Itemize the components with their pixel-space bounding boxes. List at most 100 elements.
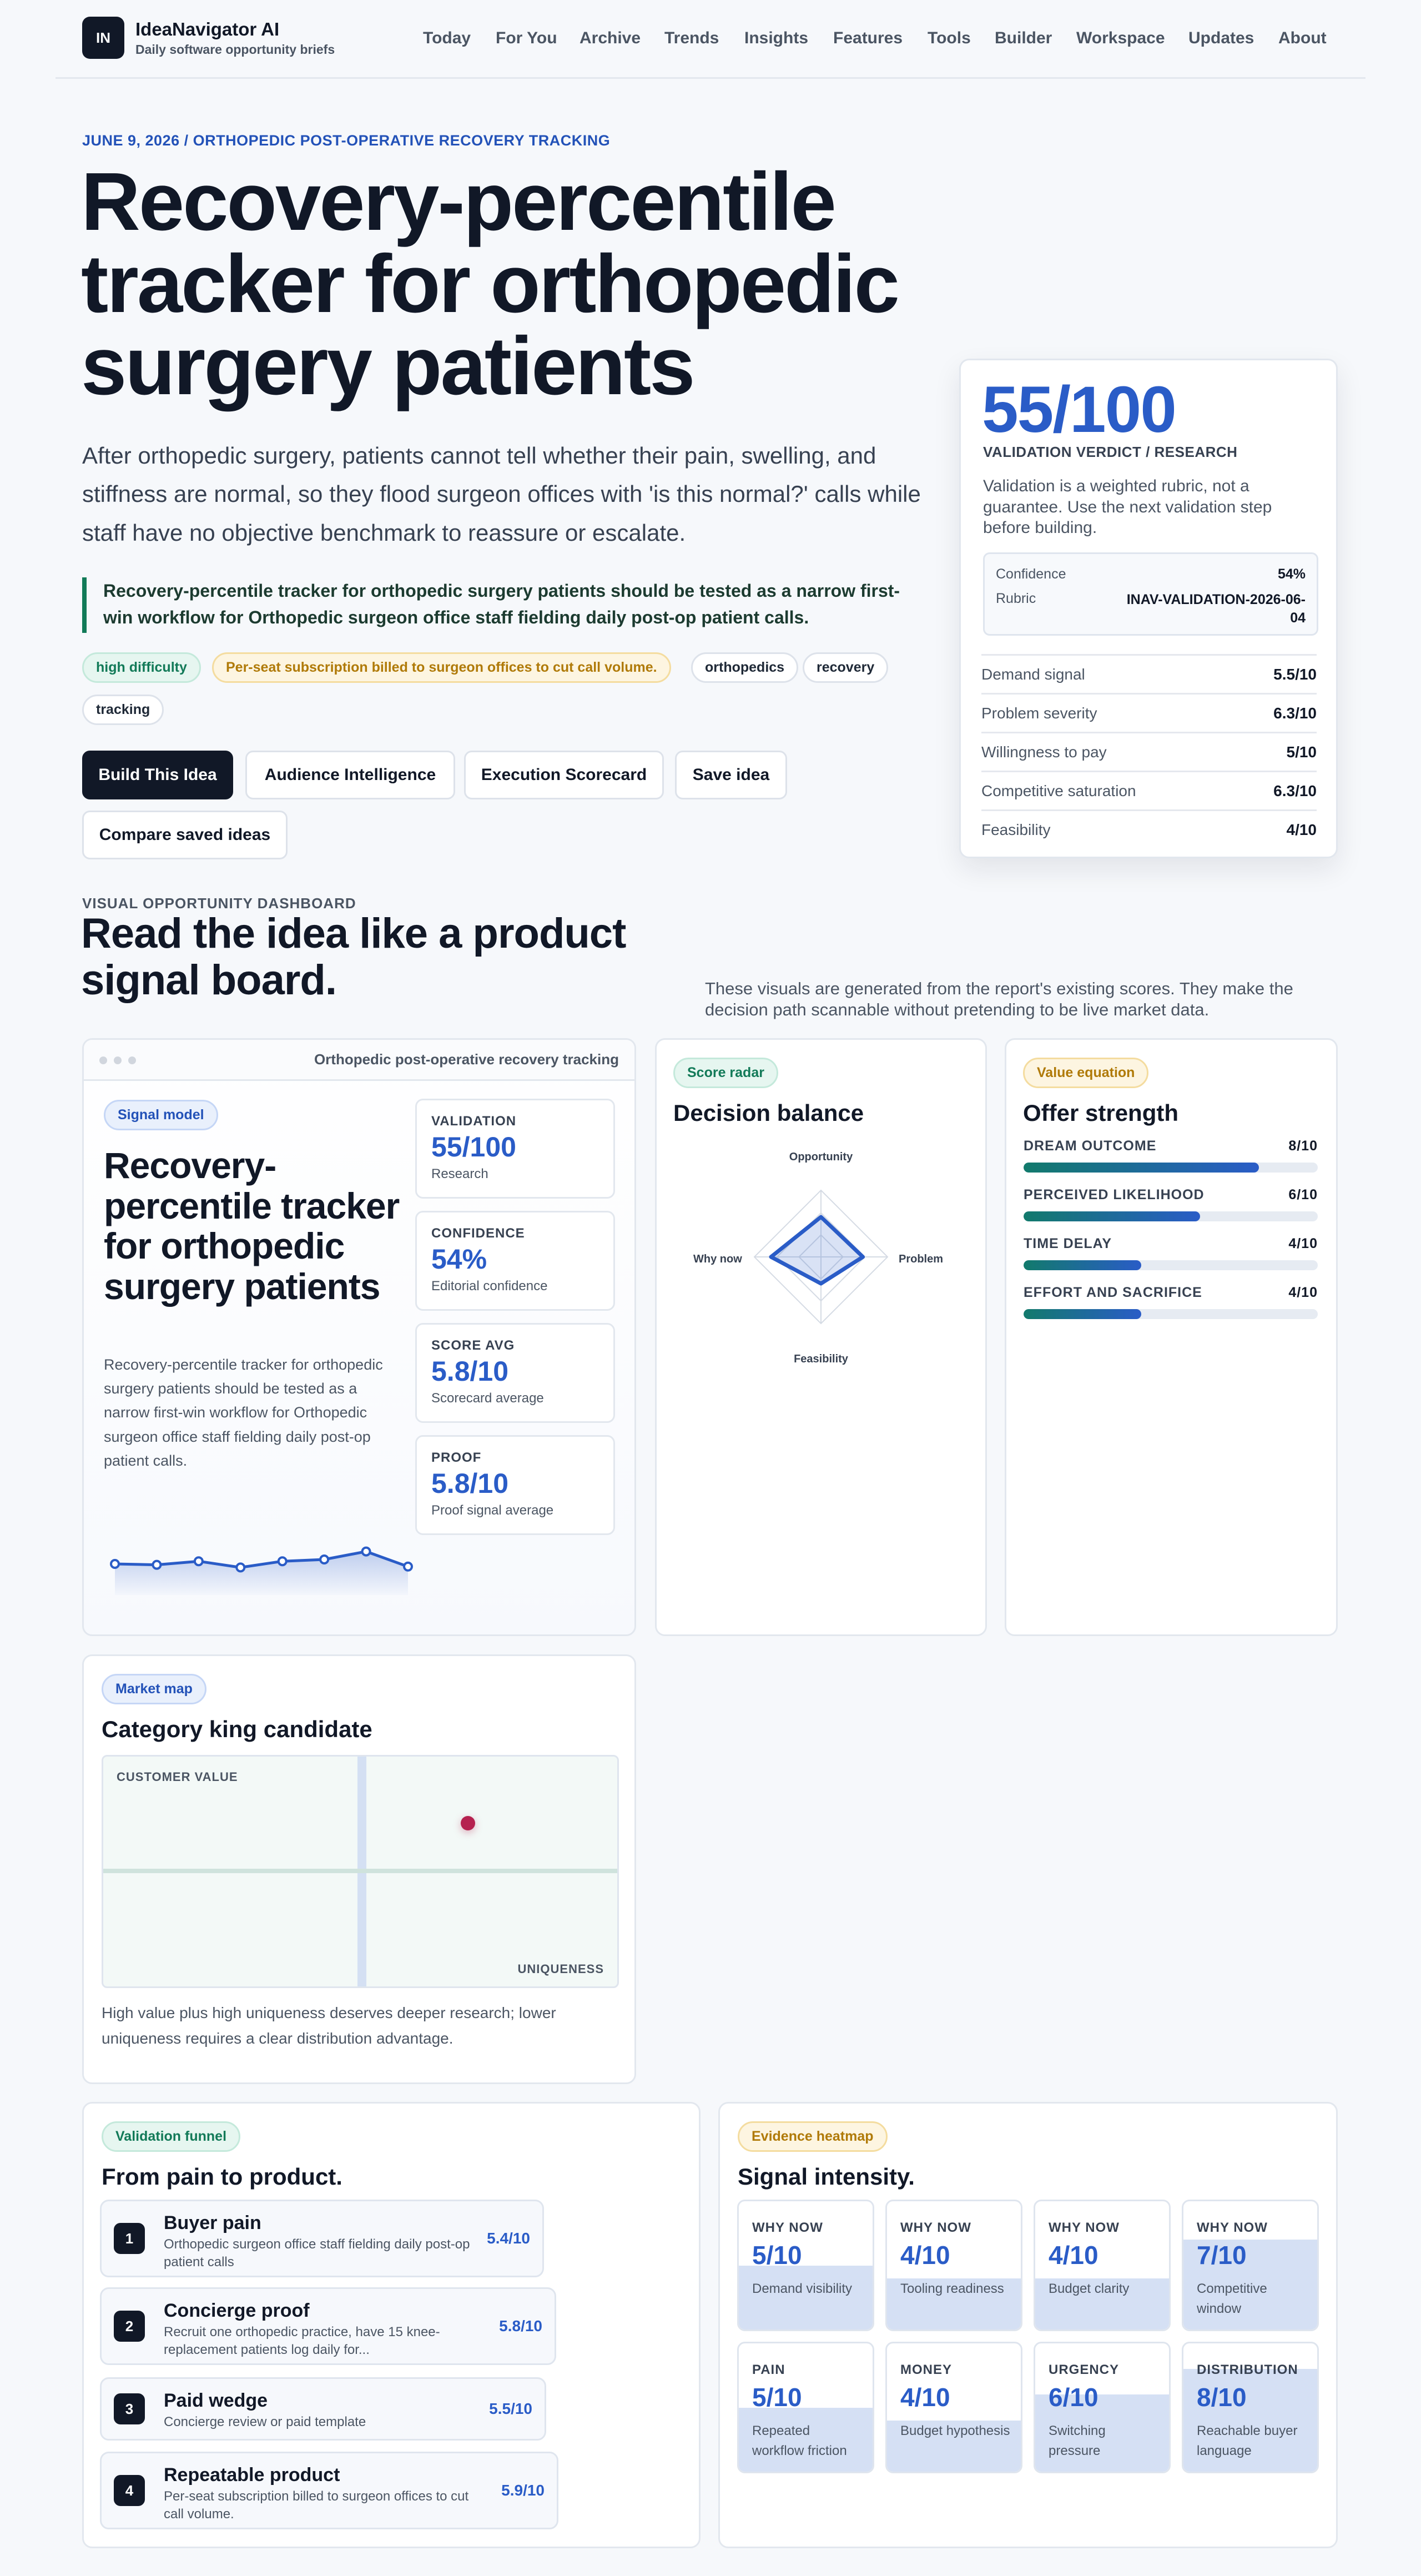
rubric-label: Rubric bbox=[996, 591, 1036, 606]
sparkline-point bbox=[319, 1554, 330, 1564]
step-title: Paid wedge bbox=[164, 2390, 268, 2411]
signal-desc: Recovery-percentile tracker for orthoped… bbox=[104, 1356, 383, 1469]
step-score: 5.8/10 bbox=[499, 2317, 542, 2334]
radar-axis-label: Why now bbox=[693, 1253, 742, 1265]
tile-label: WHY NOW bbox=[900, 2220, 971, 2235]
step-title: Buyer pain bbox=[164, 2212, 261, 2233]
sparkline-chart bbox=[110, 1546, 413, 1595]
metric-value: 5.5/10 bbox=[1273, 665, 1317, 683]
metric-value: 4/10 bbox=[1286, 821, 1317, 838]
sparkline-point bbox=[403, 1561, 413, 1572]
offer-value: 6/10 bbox=[1288, 1187, 1318, 1203]
tag-pricing[interactable]: Per-seat subscription billed to surgeon … bbox=[212, 652, 671, 683]
radar-title: Decision balance bbox=[673, 1100, 864, 1126]
tag-difficulty[interactable]: high difficulty bbox=[82, 652, 201, 683]
tile-fill bbox=[739, 2407, 873, 2472]
metric-feasibility: Feasibility 4/10 bbox=[981, 809, 1317, 848]
nav-features[interactable]: Features bbox=[833, 29, 903, 47]
verdict-card: 55/100 VALIDATION VERDICT / RESEARCH Val… bbox=[959, 359, 1338, 858]
nav-builder[interactable]: Builder bbox=[995, 29, 1052, 47]
window-dot-icon bbox=[128, 1056, 136, 1064]
tile-value: 5/10 bbox=[752, 2383, 802, 2412]
tile-label: WHY NOW bbox=[1197, 2220, 1268, 2235]
logo-text: IN bbox=[96, 29, 110, 46]
nav-for-you[interactable]: For You bbox=[496, 29, 557, 47]
heatmap-tile: DISTRIBUTION 8/10 Reachable buyer language bbox=[1182, 2342, 1319, 2473]
tile-fill bbox=[1035, 2394, 1169, 2472]
offer-label: PERCEIVED LIKELIHOOD bbox=[1024, 1187, 1205, 1203]
metric-label: Problem severity bbox=[981, 704, 1097, 722]
stat-label: PROOF bbox=[431, 1450, 482, 1465]
metric-demand: Demand signal 5.5/10 bbox=[981, 654, 1317, 693]
tile-sub: Budget clarity bbox=[1049, 2281, 1130, 2296]
window-dot-icon bbox=[99, 1056, 107, 1064]
stat-confidence: CONFIDENCE 54% Editorial confidence bbox=[415, 1211, 615, 1311]
nav-trends[interactable]: Trends bbox=[664, 29, 719, 47]
heatmap-tile: URGENCY 6/10 Switching pressure bbox=[1034, 2342, 1171, 2473]
stat-proof: PROOF 5.8/10 Proof signal average bbox=[415, 1435, 615, 1535]
idea-point[interactable] bbox=[461, 1816, 476, 1831]
offer-row: DREAM OUTCOME 8/10 bbox=[1024, 1138, 1318, 1154]
tile-fill bbox=[1183, 2369, 1317, 2472]
tile-label: WHY NOW bbox=[1049, 2220, 1120, 2235]
stat-value: 54% bbox=[431, 1244, 487, 1275]
heatmap-tile: MONEY 4/10 Budget hypothesis bbox=[885, 2342, 1022, 2473]
heatmap-tile: WHY NOW 7/10 Competitive window bbox=[1182, 2200, 1319, 2331]
metric-wtp: Willingness to pay 5/10 bbox=[981, 732, 1317, 771]
logo-mark[interactable]: IN bbox=[82, 17, 124, 59]
hero-summary: After orthopedic surgery, patients canno… bbox=[82, 442, 921, 546]
nav-archive[interactable]: Archive bbox=[580, 29, 641, 47]
sparkline-point bbox=[235, 1562, 246, 1573]
tag-orthopedics[interactable]: orthopedics bbox=[691, 652, 799, 683]
hero-kicker: JUNE 9, 2026 / ORTHOPEDIC POST-OPERATIVE… bbox=[82, 132, 611, 149]
stat-sub: Editorial confidence bbox=[431, 1278, 548, 1294]
callout-text: Recovery-percentile tracker for orthoped… bbox=[103, 581, 900, 627]
offer-bar bbox=[1024, 1163, 1318, 1173]
sparkline-area bbox=[115, 1551, 408, 1595]
offer-pill: Value equation bbox=[1023, 1058, 1149, 1088]
tile-fill bbox=[739, 2265, 873, 2330]
offer-row: EFFORT AND SACRIFICE 4/10 bbox=[1024, 1285, 1318, 1301]
audience-intelligence-button[interactable]: Audience Intelligence bbox=[245, 751, 455, 799]
metric-label: Competitive saturation bbox=[981, 782, 1136, 799]
y-axis-label: CUSTOMER VALUE bbox=[117, 1770, 238, 1784]
tile-fill bbox=[1035, 2278, 1169, 2330]
score-radar-card: Score radar Decision balance Opportunity… bbox=[655, 1038, 987, 1636]
tile-sub: Reachable buyer language bbox=[1197, 2423, 1298, 2458]
metric-saturation: Competitive saturation 6.3/10 bbox=[981, 771, 1317, 809]
radar-chart bbox=[753, 1189, 889, 1325]
brand-name[interactable]: IdeaNavigator AI bbox=[135, 19, 280, 39]
offer-label: DREAM OUTCOME bbox=[1024, 1138, 1157, 1154]
tag-recovery[interactable]: recovery bbox=[803, 652, 889, 683]
tag-tracking[interactable]: tracking bbox=[82, 695, 164, 725]
tile-fill bbox=[887, 2420, 1021, 2472]
metric-value: 5/10 bbox=[1286, 743, 1317, 761]
radar-score-shape bbox=[769, 1215, 865, 1286]
offer-bar-fill bbox=[1024, 1309, 1141, 1319]
sparkline-point bbox=[152, 1559, 162, 1570]
tile-value: 8/10 bbox=[1197, 2383, 1247, 2412]
offer-value: 4/10 bbox=[1288, 1236, 1318, 1251]
nav-insights[interactable]: Insights bbox=[744, 29, 809, 47]
sparkline-point bbox=[277, 1556, 288, 1567]
x-axis-label: UNIQUENESS bbox=[517, 1962, 604, 1976]
nav-about[interactable]: About bbox=[1278, 29, 1327, 47]
market-pill: Market map bbox=[102, 1674, 206, 1704]
header-divider bbox=[56, 77, 1365, 79]
page-title: Recovery-percentile tracker for orthoped… bbox=[81, 156, 900, 412]
verdict-label: VALIDATION VERDICT / RESEARCH bbox=[983, 444, 1238, 460]
nav-updates[interactable]: Updates bbox=[1188, 29, 1254, 47]
nav-today[interactable]: Today bbox=[423, 29, 471, 47]
confidence-value: 54% bbox=[1277, 566, 1306, 582]
execution-scorecard-button[interactable]: Execution Scorecard bbox=[464, 751, 664, 799]
signal-pill: Signal model bbox=[104, 1100, 218, 1130]
stat-label: VALIDATION bbox=[431, 1114, 517, 1129]
market-note: High value plus high uniqueness deserves… bbox=[102, 2004, 556, 2047]
build-idea-button[interactable]: Build This Idea bbox=[82, 751, 233, 799]
nav-workspace[interactable]: Workspace bbox=[1076, 29, 1165, 47]
compare-saved-ideas-button[interactable]: Compare saved ideas bbox=[82, 811, 288, 859]
nav-tools[interactable]: Tools bbox=[928, 29, 971, 47]
rubric-value: INAV-VALIDATION-2026-06-04 bbox=[1126, 592, 1306, 626]
radar-axis-label: Opportunity bbox=[789, 1151, 853, 1163]
save-idea-button[interactable]: Save idea bbox=[675, 751, 787, 799]
